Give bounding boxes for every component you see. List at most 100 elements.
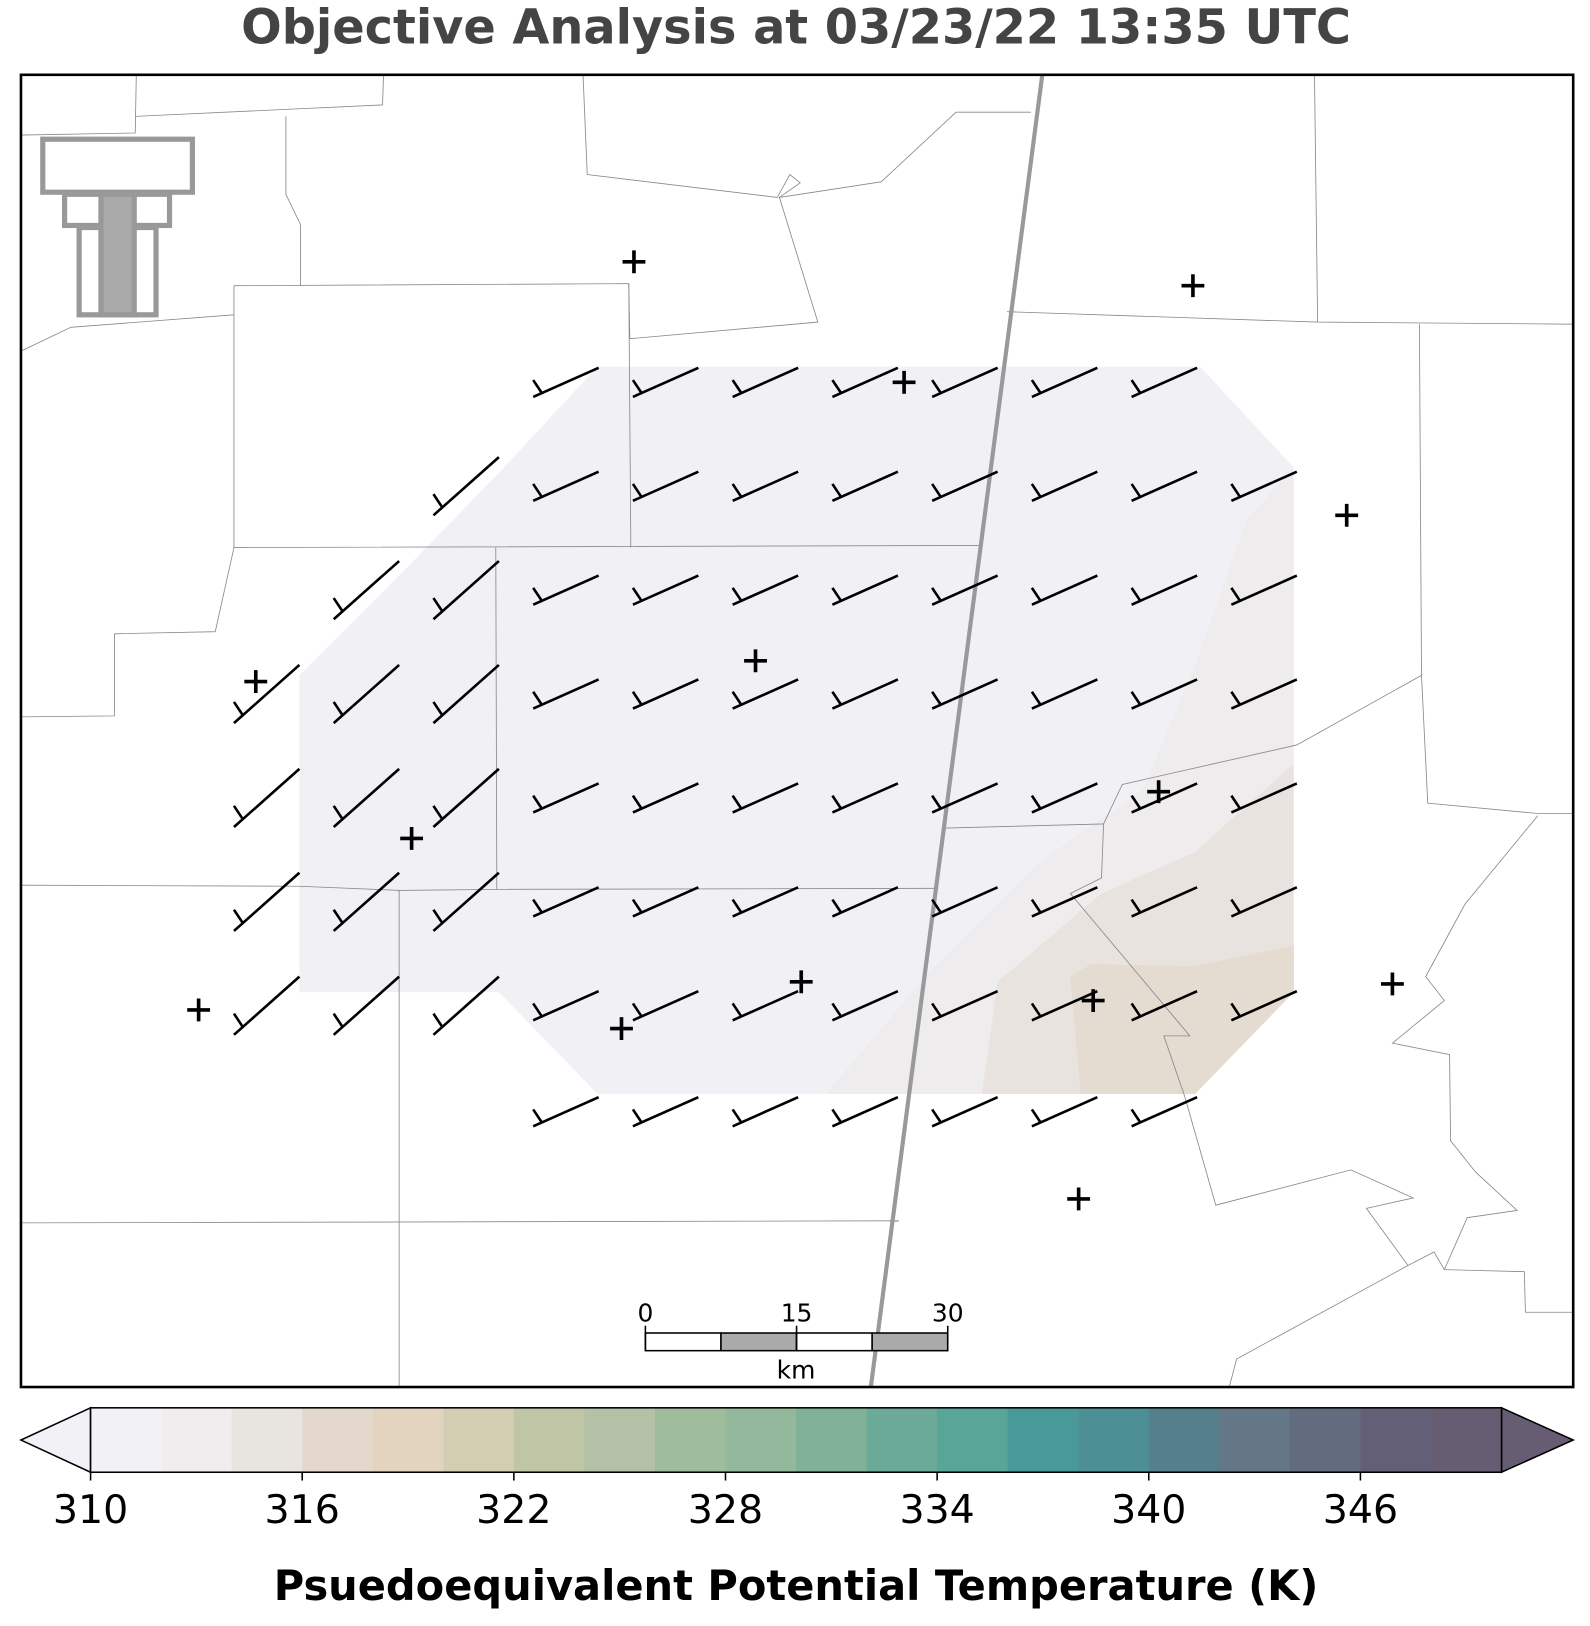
county-line xyxy=(779,111,1031,198)
barb-flag xyxy=(1130,898,1142,913)
colorbar-box xyxy=(372,1407,444,1473)
barb-flag xyxy=(831,483,842,498)
barb-flag xyxy=(432,493,443,508)
scale-tick-label: 15 xyxy=(781,1299,813,1328)
scale-bar: km 0 15 30 xyxy=(637,1299,963,1385)
barb-flag xyxy=(831,898,842,913)
colorbar-tick-label: 340 xyxy=(1111,1487,1186,1533)
barb-flag xyxy=(432,701,443,716)
logo-core xyxy=(98,191,137,318)
colorbar-box xyxy=(866,1407,938,1473)
station-marker xyxy=(744,649,767,673)
barb-staff xyxy=(831,366,899,399)
colorbar-box xyxy=(1219,1407,1291,1473)
scale-tick-label: 30 xyxy=(932,1299,964,1328)
barb-flag xyxy=(831,379,842,394)
county-line xyxy=(20,547,235,718)
barb-staff xyxy=(831,574,899,606)
barb-staff xyxy=(732,1095,799,1128)
barb-flag xyxy=(931,898,942,913)
barb-flag xyxy=(332,805,344,820)
county-line xyxy=(20,1220,899,1224)
barb-staff xyxy=(332,663,401,725)
barb-staff xyxy=(432,767,500,828)
colorbar-box xyxy=(1360,1407,1432,1473)
barb-flag xyxy=(931,794,942,809)
barb-flag xyxy=(831,691,842,705)
barb-staff xyxy=(732,366,799,399)
barb-staff xyxy=(432,871,500,932)
colorbar-tick-label: 310 xyxy=(53,1487,128,1533)
barb-flag xyxy=(1030,379,1042,394)
colorbar-box xyxy=(584,1407,656,1473)
colorbar-box xyxy=(654,1407,727,1473)
barb-staff xyxy=(931,678,999,710)
barb-flag xyxy=(232,805,244,820)
barb-flag xyxy=(432,597,443,612)
barb-staff xyxy=(432,975,500,1036)
scale-segment xyxy=(795,1332,873,1352)
barb-staff xyxy=(432,560,500,621)
barb-flag xyxy=(1230,587,1241,602)
scale-segment xyxy=(720,1332,798,1352)
highway xyxy=(868,74,1045,1388)
barb-flag xyxy=(1130,691,1142,705)
colorbar-box xyxy=(1078,1407,1150,1473)
station-marker xyxy=(187,998,211,1022)
logo xyxy=(40,136,195,318)
barb-flag xyxy=(1230,898,1241,913)
colorbar-box xyxy=(161,1407,233,1473)
barb-flag xyxy=(931,483,942,498)
county-line xyxy=(20,884,497,891)
barb-flag xyxy=(631,1002,643,1017)
county-line xyxy=(1069,815,1539,1271)
barb-staff xyxy=(1031,574,1098,606)
county-line xyxy=(20,74,137,136)
barb-staff xyxy=(1230,470,1298,502)
barb-flag xyxy=(1130,1002,1142,1017)
barb-staff xyxy=(732,886,799,918)
station-marker xyxy=(789,970,813,994)
barb-flag xyxy=(1130,483,1142,498)
barb-staff xyxy=(732,470,799,502)
colorbar-box xyxy=(231,1407,303,1473)
barb-flag xyxy=(731,1002,743,1017)
barb-flag xyxy=(532,691,543,705)
barb-staff xyxy=(1131,886,1198,918)
barb-flag xyxy=(332,597,344,612)
barb-staff xyxy=(1031,678,1098,710)
barb-flag xyxy=(532,587,543,602)
colorbar-box xyxy=(1289,1407,1361,1473)
barb-staff xyxy=(831,1095,899,1128)
county-line xyxy=(135,74,384,117)
station-marker xyxy=(400,827,424,850)
barb-flag xyxy=(1030,794,1042,809)
station-marker xyxy=(1067,1187,1091,1211)
barb-staff xyxy=(233,663,301,725)
barb-staff xyxy=(332,767,401,828)
barb-staff xyxy=(1031,886,1098,918)
barb-flag xyxy=(831,1108,842,1123)
county-line xyxy=(628,283,632,548)
station-marker xyxy=(1181,274,1205,298)
station-marker xyxy=(622,250,646,274)
barb-staff xyxy=(1230,989,1298,1022)
colorbar-box xyxy=(513,1407,585,1473)
colorbar-tick-label: 346 xyxy=(1323,1487,1398,1533)
barb-staff xyxy=(831,678,899,710)
colorbar-extend-low xyxy=(19,1406,92,1474)
barb-flag xyxy=(532,794,543,809)
station-marker xyxy=(1380,972,1404,996)
scale-unit: km xyxy=(777,1356,816,1385)
barb-staff xyxy=(532,886,600,918)
barb-flag xyxy=(532,1002,543,1017)
barb-staff xyxy=(632,1095,699,1128)
county-line xyxy=(1228,1265,1409,1388)
barb-flag xyxy=(931,1108,942,1123)
barb-staff xyxy=(632,782,699,814)
colorbar-box xyxy=(1148,1407,1220,1473)
barb-flag xyxy=(1230,691,1241,705)
scale-segment xyxy=(644,1332,722,1352)
barb-flag xyxy=(1130,379,1142,394)
colorbar-tick-label: 322 xyxy=(476,1487,551,1533)
